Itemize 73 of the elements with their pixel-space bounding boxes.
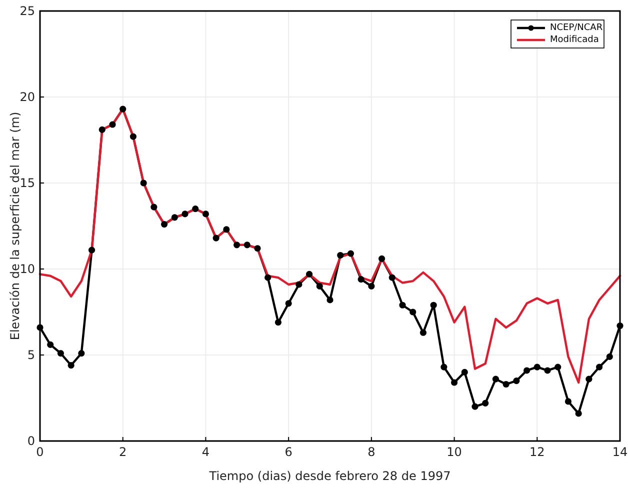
y-tick-label: 20 — [20, 90, 35, 104]
point — [244, 242, 250, 248]
point — [347, 250, 354, 257]
point — [513, 378, 520, 384]
point — [586, 376, 592, 382]
point — [388, 274, 396, 281]
point — [337, 252, 344, 259]
point — [78, 350, 85, 357]
point — [534, 364, 540, 370]
point — [420, 329, 427, 336]
x-tick-label: 6 — [284, 445, 292, 459]
point — [564, 398, 572, 405]
point — [492, 376, 500, 382]
point — [450, 379, 458, 386]
point — [461, 368, 468, 376]
point — [171, 214, 178, 221]
x-tick-label: 4 — [202, 445, 210, 459]
point — [150, 204, 158, 210]
point — [285, 300, 292, 307]
point — [130, 133, 137, 140]
point — [306, 270, 313, 278]
point — [410, 308, 416, 316]
point — [596, 364, 603, 370]
point — [223, 226, 230, 233]
point — [120, 106, 126, 112]
y-tick-label: 5 — [27, 348, 35, 362]
x-axis-title: Tiempo (dias) desde febrero 28 de 1997 — [208, 469, 451, 483]
point — [554, 364, 562, 370]
point — [606, 353, 613, 360]
point — [368, 282, 375, 290]
point — [212, 234, 220, 242]
y-tick-label: 15 — [20, 176, 35, 190]
point — [399, 302, 406, 308]
point — [233, 242, 240, 248]
point — [47, 341, 54, 348]
point — [274, 319, 282, 326]
point — [98, 126, 106, 133]
y-tick-label: 25 — [20, 4, 35, 18]
point — [482, 400, 489, 406]
y-tick-label: 10 — [20, 262, 35, 276]
point — [192, 206, 199, 212]
point — [502, 380, 510, 388]
point — [296, 281, 302, 288]
point — [57, 350, 64, 357]
point — [109, 121, 116, 128]
point — [68, 362, 74, 369]
point — [523, 367, 530, 374]
legend-label: Modificada — [550, 35, 599, 45]
x-tick-label: 14 — [612, 445, 628, 459]
point — [575, 410, 582, 417]
x-tick-label: 10 — [446, 445, 462, 459]
point — [326, 296, 334, 304]
point — [440, 364, 448, 370]
point — [140, 180, 147, 186]
point — [254, 245, 261, 252]
point — [544, 367, 551, 374]
x-tick-label: 12 — [530, 445, 545, 459]
point — [472, 403, 478, 410]
point — [202, 210, 210, 218]
point — [378, 255, 386, 262]
x-tick-label: 2 — [119, 445, 127, 459]
x-tick-label: 0 — [36, 445, 44, 459]
legend-label: NCEP/NCAR — [550, 23, 603, 33]
point — [160, 220, 168, 228]
point — [358, 276, 364, 283]
point — [316, 282, 323, 290]
point — [88, 246, 96, 254]
y-tick-label: 0 — [27, 434, 35, 448]
y-axis-title: Elevación de la superficie del mar (m) — [8, 112, 22, 340]
point — [430, 302, 437, 308]
x-tick-label: 8 — [368, 445, 376, 459]
point — [182, 210, 188, 218]
point — [264, 274, 272, 281]
